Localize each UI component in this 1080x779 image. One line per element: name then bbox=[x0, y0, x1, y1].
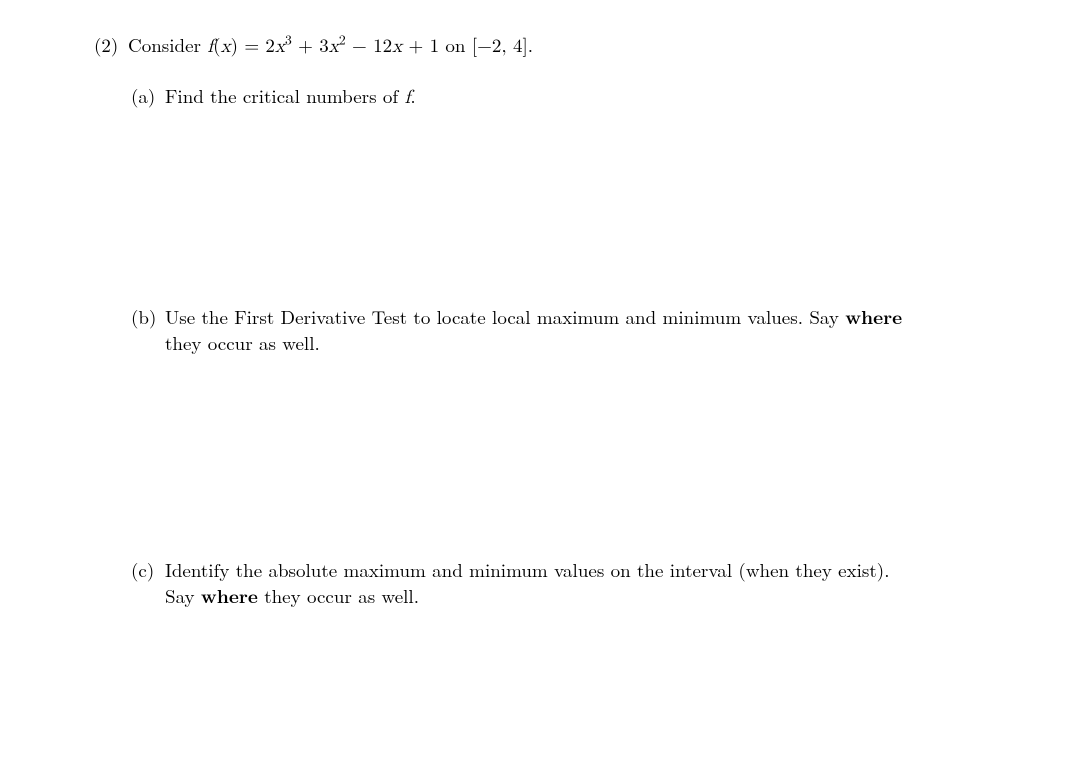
part-b-line1-pre: Use the First Derivative Test to locate … bbox=[165, 303, 845, 330]
part-a-pre: Find the critical numbers of bbox=[165, 82, 405, 109]
part-c: (c)Identify the absolute maximum and min… bbox=[131, 557, 1001, 608]
part-c-text: Identify the absolute maximum and minimu… bbox=[165, 557, 985, 608]
part-c-line2-post: they occur as well. bbox=[258, 582, 419, 609]
x-linear: x bbox=[392, 37, 402, 56]
page: (2)Consider f(x) = 2x3 + 3x2 − 12x + 1 o… bbox=[0, 0, 1080, 779]
minus-12: − 12 bbox=[346, 31, 392, 58]
part-c-where: where bbox=[201, 581, 258, 609]
part-a-label: (a) bbox=[131, 83, 165, 109]
var-x: x bbox=[221, 37, 231, 56]
x-cubed-base: x bbox=[275, 37, 285, 56]
part-b-label: (b) bbox=[131, 304, 165, 330]
problem-number: (2) bbox=[94, 32, 128, 58]
eq-2: ) = 2 bbox=[231, 31, 275, 58]
part-b-where: where bbox=[845, 302, 902, 330]
part-b: (b)Use the First Derivative Test to loca… bbox=[131, 304, 1001, 355]
part-b-text: Use the First Derivative Test to locate … bbox=[165, 304, 985, 355]
part-c-line1: Identify the absolute maximum and minimu… bbox=[165, 556, 889, 583]
problem-text: Consider f(x) = 2x3 + 3x2 − 12x + 1 on [… bbox=[128, 31, 533, 58]
part-c-line2-pre: Say bbox=[165, 582, 201, 609]
part-a-post: . bbox=[410, 82, 415, 109]
exp-2: 2 bbox=[339, 30, 346, 49]
open-paren: ( bbox=[213, 31, 220, 58]
part-c-label: (c) bbox=[131, 557, 165, 583]
tail-interval: + 1 on [−2, 4]. bbox=[402, 31, 533, 58]
lead-text: Consider bbox=[128, 31, 207, 58]
plus-3: + 3 bbox=[292, 31, 329, 58]
x-squared-base: x bbox=[329, 37, 339, 56]
problem-statement: (2)Consider f(x) = 2x3 + 3x2 − 12x + 1 o… bbox=[94, 32, 994, 60]
exp-3: 3 bbox=[285, 30, 292, 49]
part-a: (a)Find the critical numbers of f. bbox=[131, 83, 1001, 111]
part-b-line2: they occur as well. bbox=[165, 329, 320, 356]
part-a-text: Find the critical numbers of f. bbox=[165, 83, 985, 111]
